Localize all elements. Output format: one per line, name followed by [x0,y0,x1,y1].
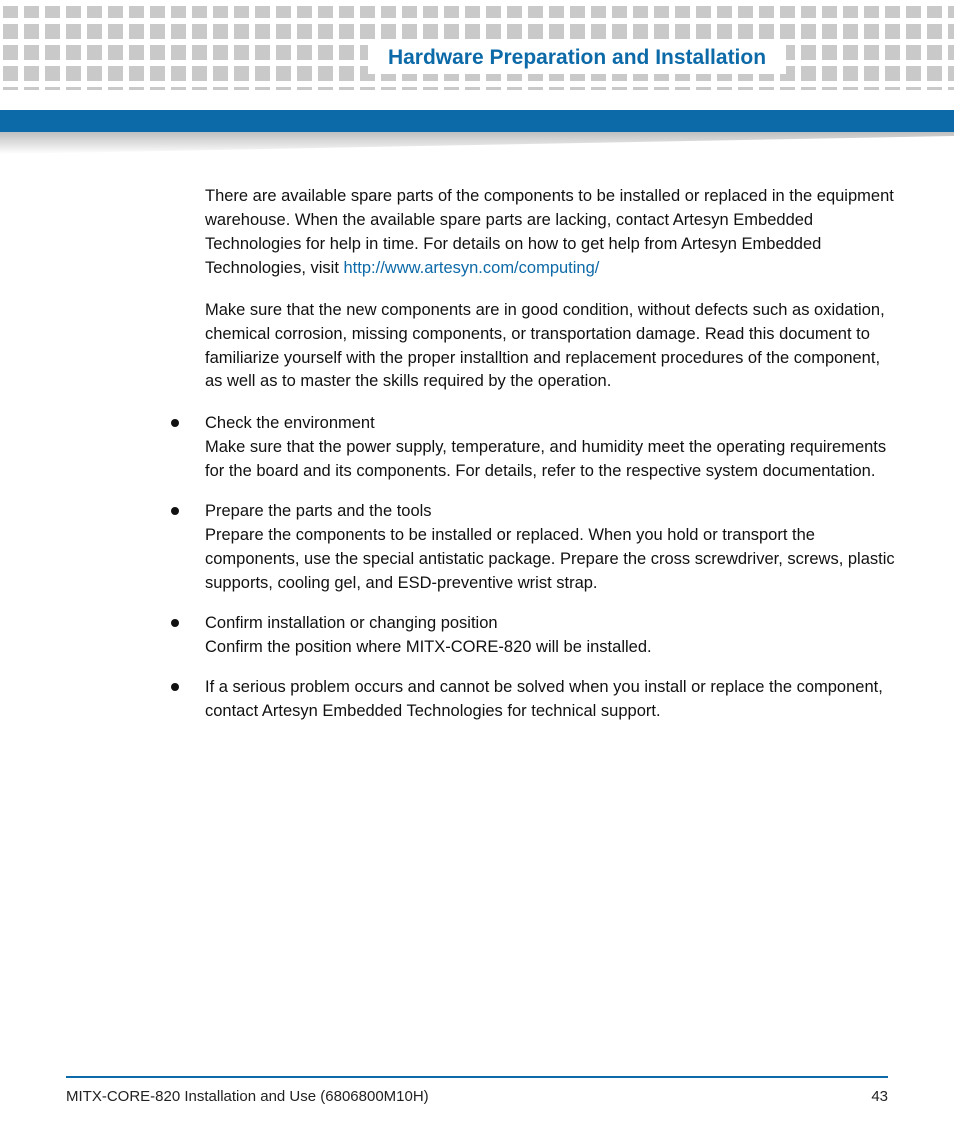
intro-paragraph-1: There are available spare parts of the c… [205,185,895,281]
footer-line: MITX-CORE-820 Installation and Use (6806… [66,1088,888,1105]
bullet-title: Check the environment [205,412,895,436]
page-title: Hardware Preparation and Installation [368,42,786,74]
list-item: Check the environment Make sure that the… [205,412,895,484]
artesyn-link[interactable]: http://www.artesyn.com/computing/ [344,259,600,277]
page-footer: MITX-CORE-820 Installation and Use (6806… [66,1076,888,1105]
intro-paragraph-2: Make sure that the new components are in… [205,299,895,395]
footer-doc-title: MITX-CORE-820 Installation and Use (6806… [66,1088,429,1105]
header-shadow-wedge [0,132,954,156]
bullet-body: If a serious problem occurs and cannot b… [205,676,895,724]
list-item: Confirm installation or changing positio… [205,612,895,660]
bullet-body: Make sure that the power supply, tempera… [205,436,895,484]
footer-rule [66,1076,888,1078]
footer-page-number: 43 [871,1088,888,1105]
bullet-title: Prepare the parts and the tools [205,500,895,524]
page-header: Hardware Preparation and Installation [0,42,954,74]
bullet-list: Check the environment Make sure that the… [205,412,895,723]
list-item: Prepare the parts and the tools Prepare … [205,500,895,596]
bullet-body: Prepare the components to be installed o… [205,524,895,596]
shadow-svg [0,132,954,156]
list-item: If a serious problem occurs and cannot b… [205,676,895,724]
main-content: There are available spare parts of the c… [205,185,895,740]
bullet-body: Confirm the position where MITX-CORE-820… [205,636,895,660]
header-blue-bar [0,110,954,132]
bullet-title: Confirm installation or changing positio… [205,612,895,636]
